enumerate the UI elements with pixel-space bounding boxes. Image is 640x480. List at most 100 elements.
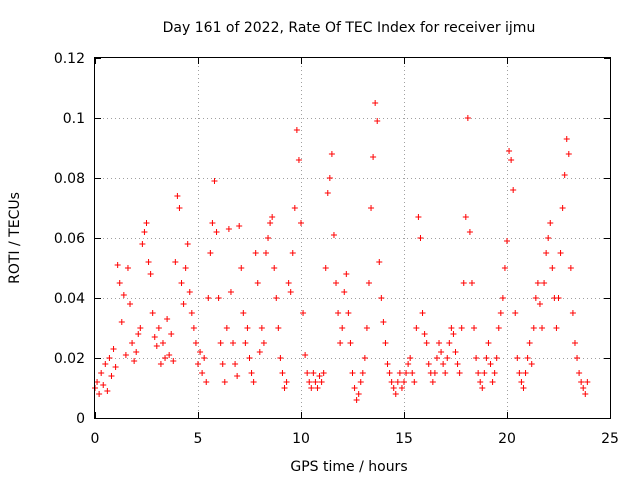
- y-tick-label: 0.12: [54, 51, 85, 67]
- data-point: [565, 151, 572, 157]
- data-point: [421, 331, 428, 337]
- data-point: [446, 340, 453, 346]
- data-point: [184, 241, 191, 247]
- data-point: [363, 325, 370, 331]
- data-point: [429, 379, 436, 385]
- data-point: [322, 265, 329, 271]
- y-tick-labels: 0 0.02 0.04 0.06 0.08 0.1 0.12: [54, 51, 85, 427]
- data-point: [232, 361, 239, 367]
- data-point: [368, 205, 375, 211]
- data-point: [267, 220, 274, 226]
- data-point: [549, 265, 556, 271]
- data-point: [466, 229, 473, 235]
- data-point: [155, 325, 162, 331]
- data-point: [436, 340, 443, 346]
- data-point: [555, 295, 562, 301]
- data-point: [353, 397, 360, 403]
- data-point: [306, 379, 313, 385]
- data-point: [170, 358, 177, 364]
- data-point: [504, 238, 510, 244]
- data-point: [571, 340, 578, 346]
- data-point: [129, 340, 136, 346]
- data-point: [283, 379, 290, 385]
- data-point: [166, 352, 173, 358]
- data-point: [580, 385, 587, 391]
- data-point: [396, 370, 403, 376]
- data-point: [250, 379, 257, 385]
- data-point: [417, 235, 424, 241]
- data-point: [219, 361, 226, 367]
- data-point: [201, 355, 208, 361]
- data-point: [298, 220, 304, 226]
- data-point: [477, 379, 484, 385]
- data-point: [407, 355, 414, 361]
- data-point: [145, 259, 152, 265]
- y-tick-label: 0.1: [63, 111, 85, 127]
- data-point: [238, 265, 245, 271]
- data-point: [106, 355, 113, 361]
- data-point: [337, 340, 344, 346]
- data-point: [409, 370, 416, 376]
- data-point: [221, 379, 228, 385]
- x-tick-labels: 0 5 10 15 20 25: [91, 431, 619, 447]
- data-point: [279, 370, 286, 376]
- data-point: [217, 340, 224, 346]
- data-point: [357, 379, 364, 385]
- data-point: [178, 280, 185, 286]
- data-point: [516, 370, 523, 376]
- data-point: [310, 370, 317, 376]
- data-point: [256, 349, 263, 355]
- data-point: [213, 229, 220, 235]
- data-point: [199, 370, 206, 376]
- y-tick-label: 0.08: [54, 171, 85, 187]
- data-point: [265, 235, 272, 241]
- data-point: [431, 370, 438, 376]
- data-point: [230, 340, 237, 346]
- data-point: [242, 340, 249, 346]
- data-point: [244, 325, 251, 331]
- data-point: [569, 310, 576, 316]
- data-point: [120, 292, 127, 298]
- data-point: [112, 364, 119, 370]
- data-point: [475, 370, 482, 376]
- data-point: [248, 370, 255, 376]
- x-tick-label: 0: [91, 431, 100, 447]
- data-point: [118, 319, 125, 325]
- data-point: [110, 346, 117, 352]
- data-point: [240, 310, 247, 316]
- data-point: [425, 361, 432, 367]
- data-point: [207, 250, 214, 256]
- data-point: [114, 262, 121, 268]
- data-point: [351, 385, 358, 391]
- data-point: [180, 301, 187, 307]
- data-point: [127, 301, 134, 307]
- data-point: [514, 355, 521, 361]
- data-point: [401, 379, 407, 385]
- data-point: [479, 385, 486, 391]
- data-point: [473, 355, 480, 361]
- data-point: [162, 355, 169, 361]
- data-point: [316, 373, 323, 379]
- data-point: [526, 340, 533, 346]
- data-point: [361, 355, 368, 361]
- data-point: [328, 151, 335, 157]
- data-point: [398, 385, 405, 391]
- data-point: [380, 319, 387, 325]
- data-point: [269, 214, 276, 220]
- data-point: [388, 379, 395, 385]
- data-point: [96, 391, 103, 397]
- data-point: [335, 310, 342, 316]
- data-point: [543, 250, 550, 256]
- data-point: [254, 280, 261, 286]
- data-point: [304, 370, 311, 376]
- data-point: [333, 280, 340, 286]
- data-point: [324, 190, 331, 196]
- data-point: [452, 349, 459, 355]
- data-point: [403, 370, 410, 376]
- data-point: [506, 148, 513, 154]
- data-point: [582, 391, 589, 397]
- data-point: [176, 205, 183, 211]
- data-point: [139, 241, 146, 247]
- data-point: [510, 187, 517, 193]
- x-axis-label: GPS time / hours: [290, 459, 407, 475]
